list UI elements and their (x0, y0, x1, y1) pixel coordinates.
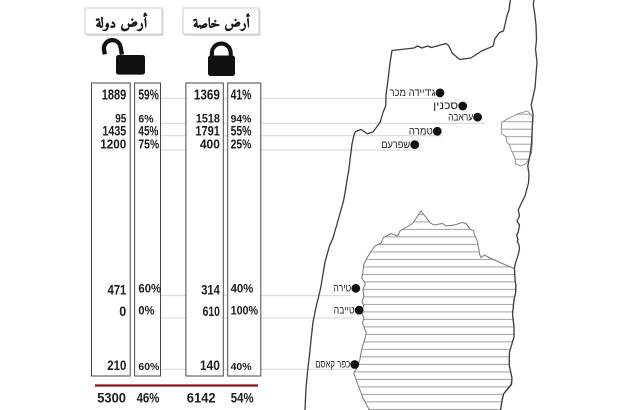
svg-text:59%: 59% (138, 87, 158, 103)
svg-text:עראבה: עראבה (448, 111, 473, 123)
svg-text:25%: 25% (231, 137, 252, 151)
svg-text:55%: 55% (231, 123, 252, 139)
svg-text:1889: 1889 (102, 86, 127, 103)
svg-text:5300: 5300 (97, 389, 126, 405)
svg-text:1369: 1369 (194, 86, 220, 103)
svg-text:41%: 41% (231, 87, 252, 103)
svg-text:טמרה: טמרה (409, 126, 433, 138)
svg-text:1791: 1791 (195, 123, 220, 139)
svg-text:שפרעם: שפרעם (381, 139, 410, 151)
svg-text:60%: 60% (138, 281, 161, 295)
svg-text:46%: 46% (137, 389, 160, 405)
svg-text:טירה: טירה (333, 283, 351, 295)
svg-text:1200: 1200 (100, 137, 126, 151)
svg-text:טייבה: טייבה (334, 304, 355, 316)
svg-text:0: 0 (119, 304, 126, 319)
svg-text:100%: 100% (231, 304, 259, 318)
svg-text:75%: 75% (138, 137, 159, 151)
svg-text:0%: 0% (138, 304, 154, 318)
svg-text:6%: 6% (138, 114, 153, 126)
svg-text:140: 140 (200, 358, 220, 373)
svg-text:ג'דיידה מכר: ג'דיידה מכר (390, 87, 436, 99)
svg-text:כפר קאסם: כפר קאסם (315, 359, 350, 371)
svg-text:94%: 94% (231, 114, 252, 126)
svg-text:471: 471 (108, 282, 127, 298)
svg-text:610: 610 (203, 304, 220, 319)
svg-text:45%: 45% (138, 123, 158, 139)
svg-text:40%: 40% (231, 281, 254, 295)
svg-text:210: 210 (107, 358, 126, 373)
svg-text:60%: 60% (138, 362, 159, 373)
svg-text:314: 314 (201, 282, 220, 298)
svg-text:40%: 40% (231, 362, 252, 373)
svg-text:6142: 6142 (187, 389, 216, 405)
svg-text:1518: 1518 (196, 114, 221, 126)
svg-text:54%: 54% (231, 389, 254, 405)
svg-text:1435: 1435 (102, 123, 126, 139)
svg-text:400: 400 (200, 137, 220, 151)
svg-text:סכנין: סכנין (433, 100, 458, 112)
svg-text:95: 95 (115, 114, 127, 126)
